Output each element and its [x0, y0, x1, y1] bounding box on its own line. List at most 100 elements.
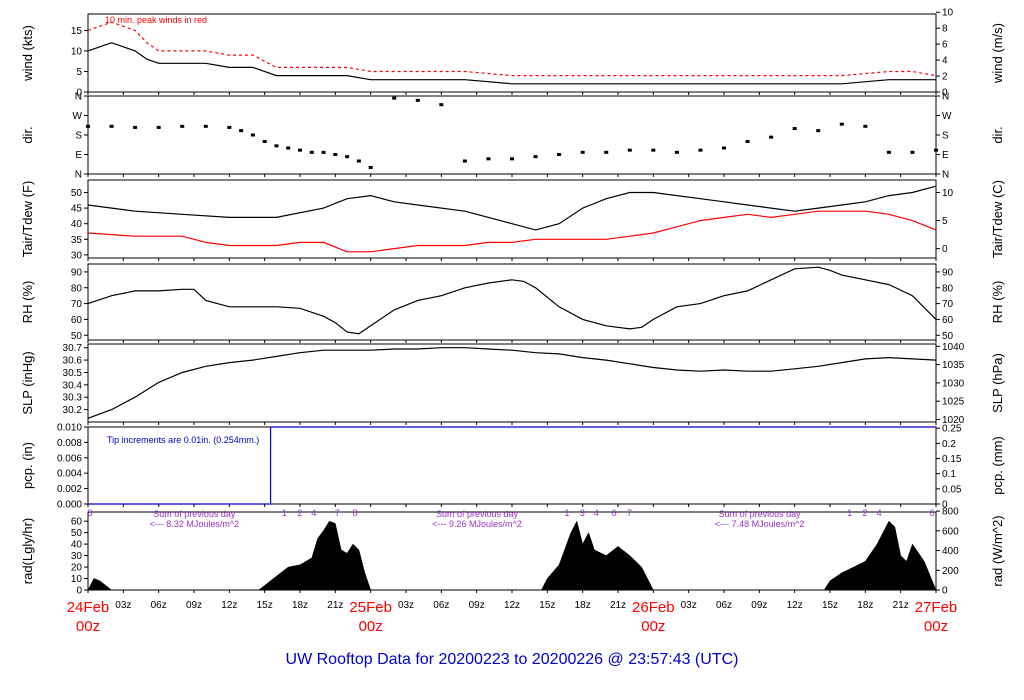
ytick-label-left: 0: [76, 586, 82, 597]
dir-point: [698, 148, 703, 152]
series-line: [87, 266, 937, 335]
hour-label: 06z: [151, 600, 167, 611]
zulu-label: 00z: [76, 618, 100, 635]
ylabel-right: dir.: [990, 126, 1005, 143]
ytick-label-right: S: [942, 131, 949, 142]
panel-frame: [87, 179, 937, 259]
ytick-label-left: 30.6: [63, 356, 83, 367]
ytick-label-left: 45: [71, 204, 83, 215]
ytick-label-right: 400: [942, 546, 959, 557]
ytick-label-left: 30.4: [63, 380, 83, 391]
dir-point: [298, 148, 302, 152]
dir-point: [510, 157, 514, 161]
time-axis: 24Feb 00z 25Feb 00z 26Feb 00z 27Feb 00z 03z 06z 09…: [67, 599, 958, 635]
series-line: [87, 42, 936, 85]
rad-sum-note: Sum of previous day: [436, 509, 519, 519]
panel-frame: [87, 263, 937, 341]
dir-point: [392, 96, 397, 100]
rad-hour-marker: 6: [930, 508, 935, 518]
hour-label: 21z: [893, 600, 909, 611]
ytick-label-right: 5: [942, 216, 948, 227]
ytick-label-left: 0: [76, 88, 82, 99]
rad-hour-marker: 6: [612, 508, 617, 518]
ytick-label-left: 30: [71, 551, 83, 562]
dir-point: [262, 140, 267, 143]
hour-label: 03z: [681, 600, 697, 611]
ylabel-right: pcp. (mm): [990, 436, 1005, 495]
hour-label: 09z: [751, 600, 767, 611]
hour-label: 18z: [857, 600, 873, 611]
dir-point: [533, 155, 538, 159]
ytick-label-left: 90: [71, 267, 83, 278]
ytick-label-left: 50: [71, 188, 83, 199]
ylabel-left: dir.: [20, 126, 35, 143]
ytick-label-left: 20: [71, 563, 83, 574]
hour-label: 12z: [787, 600, 803, 611]
dir-point: [368, 166, 373, 169]
ytick-label-right: 4: [942, 56, 948, 67]
dir-point: [439, 103, 444, 107]
dir-point: [345, 155, 350, 159]
ytick-label-right: 1020: [942, 415, 965, 426]
ylabel-left: pcp. (in): [20, 442, 35, 489]
ytick-label-left: 60: [71, 517, 83, 528]
ytick-label-left: W: [73, 111, 83, 122]
ytick-label-left: 15: [71, 26, 83, 37]
hour-label: 03z: [398, 600, 414, 611]
panel-frame: [87, 343, 937, 423]
ytick-label-left: 50: [71, 331, 83, 342]
ytick-label-right: 0.25: [942, 424, 962, 435]
rad-hour-marker: 4: [877, 508, 882, 518]
ytick-label-left: 40: [71, 540, 83, 551]
ytick-label-right: 800: [942, 507, 959, 518]
dir-point: [415, 98, 420, 102]
ytick-label-right: 0.05: [942, 484, 962, 495]
ytick-label-right: 600: [942, 526, 959, 537]
panel-rh: RH (%) RH (%) 50 60 70 80 90 50 60 70 80 90: [20, 263, 1005, 343]
date-label: 24Feb: [67, 599, 110, 616]
dir-point: [557, 153, 562, 156]
panel-precip: pcp. (in) pcp. (mm) 0.000 0.002 0.004 0.006 0.…: [20, 423, 1005, 511]
ytick-label-left: 0.010: [57, 423, 82, 434]
hour-label: 06z: [433, 600, 449, 611]
dir-point: [604, 150, 609, 154]
dir-point: [745, 140, 750, 143]
rad-sum-note: Sum of previous day: [153, 509, 236, 519]
ytick-label-right: 2: [942, 72, 948, 83]
ytick-label-left: 0.002: [57, 484, 82, 495]
dir-point: [286, 146, 291, 150]
zulu-label: 00z: [641, 618, 665, 635]
ytick-label-right: 50: [942, 331, 954, 342]
dir-point: [86, 124, 90, 128]
dir-point: [156, 125, 161, 129]
dir-point: [651, 148, 656, 152]
ytick-label-right: 90: [942, 267, 954, 278]
chart-title: UW Rooftop Data for 20200223 to 20200226…: [286, 651, 739, 668]
series-line: [87, 21, 937, 77]
hour-label: 21z: [610, 600, 626, 611]
dir-point: [250, 133, 255, 137]
hour-label: 09z: [469, 600, 485, 611]
panel-slp: SLP (inHg) SLP (hPa) 30.230.3 30.430.530.6 3…: [20, 342, 1005, 426]
hour-label: 18z: [292, 600, 308, 611]
rad-hour-marker: 2: [862, 508, 867, 518]
series-line: [87, 210, 937, 253]
date-label: 27Feb: [915, 599, 958, 616]
ytick-label-left: 0.004: [57, 469, 82, 480]
panel-temperature: Tair/Tdew (F) Tair/Tdew (C) 30 35 40 45 50 0 5 10: [20, 179, 1005, 261]
ytick-label-right: 10: [942, 188, 954, 199]
rad-sum-note: Sum of previous day: [719, 509, 802, 519]
ytick-label-right: 1025: [942, 397, 965, 408]
ytick-label-right: 200: [942, 566, 959, 577]
dir-point: [333, 153, 338, 156]
rad-hour-marker: 4: [311, 508, 316, 518]
rad-hour-marker: 3: [580, 508, 585, 518]
series-line: [88, 426, 936, 505]
rad-hour-marker: 8: [352, 508, 357, 518]
peak-wind-note: 10 min. peak winds in red: [105, 15, 207, 25]
ytick-label-left: 80: [71, 283, 83, 294]
dir-point: [462, 159, 467, 163]
ytick-label-left: 30.3: [63, 393, 83, 404]
dir-point: [934, 148, 938, 152]
